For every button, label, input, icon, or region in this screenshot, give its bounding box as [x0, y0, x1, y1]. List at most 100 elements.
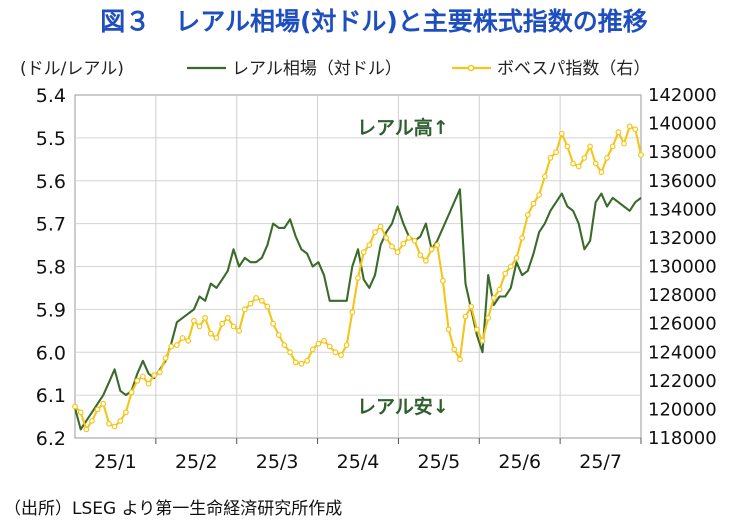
bovespa-point	[253, 295, 260, 301]
bovespa-point	[440, 277, 446, 284]
right-tick-label: 120000	[648, 399, 717, 420]
bovespa-point	[315, 340, 322, 347]
bovespa-point	[241, 306, 248, 313]
bovespa-point	[94, 406, 101, 413]
bovespa-point	[224, 315, 231, 321]
left-tick-label: 6.1	[36, 385, 66, 407]
bovespa-point	[564, 143, 571, 150]
annotation-real-weak: レアル安↓	[357, 395, 449, 418]
left-axis-unit: (ドル/レアル)	[20, 59, 124, 79]
left-tick-label: 5.4	[36, 85, 66, 107]
bovespa-point	[372, 229, 378, 236]
bovespa-point	[400, 240, 407, 247]
bovespa-point	[258, 297, 265, 304]
month-gridlines	[155, 95, 561, 438]
right-tick-label: 118000	[648, 428, 717, 449]
bovespa-point	[270, 320, 277, 327]
bovespa-point	[541, 173, 548, 180]
right-tick-label: 126000	[648, 314, 717, 335]
bovespa-point	[638, 152, 644, 158]
bovespa-point	[423, 257, 429, 264]
x-tick-label: 25/3	[256, 451, 299, 473]
right-axis: 142000 140000 138000 136000 134000 132000 1300…	[648, 85, 717, 449]
bovespa-point	[434, 242, 441, 249]
bovespa-point	[128, 389, 135, 396]
bovespa-point	[575, 163, 582, 170]
bovespa-point	[179, 335, 186, 341]
bovespa-point	[185, 337, 192, 344]
right-tick-label: 134000	[648, 199, 717, 220]
bovespa-point	[156, 369, 163, 376]
bovespa-point	[202, 315, 209, 321]
bovespa-point	[621, 140, 627, 147]
bovespa-point	[502, 270, 509, 277]
series-bovespa-line	[72, 123, 644, 433]
x-tick-label: 25/7	[579, 451, 622, 473]
legend: レアル相場（対ドル） ボベスパ指数（右）	[187, 59, 650, 79]
bovespa-point	[417, 252, 424, 259]
right-tick-label: 132000	[648, 228, 717, 249]
bovespa-point	[326, 343, 333, 350]
bovespa-point	[553, 149, 559, 156]
left-axis: 5.4 5.5 5.6 5.7 5.8 5.9 6.0 6.1 6.2	[36, 85, 66, 450]
bovespa-point	[507, 263, 514, 270]
left-tick-label: 5.6	[36, 171, 66, 193]
bovespa-point	[496, 286, 503, 293]
legend-label-bovespa: ボベスパ指数（右）	[497, 59, 650, 79]
bovespa-point	[190, 317, 197, 324]
x-tick-label: 25/4	[337, 451, 380, 473]
bovespa-point	[309, 346, 316, 353]
bovespa-point	[77, 409, 84, 416]
bovespa-point	[162, 355, 169, 361]
right-tick-label: 140000	[648, 114, 717, 135]
bovespa-point	[122, 409, 129, 416]
bovespa-point	[485, 315, 492, 321]
bovespa-point	[632, 126, 639, 133]
bovespa-point	[366, 242, 373, 249]
bovespa-point	[490, 295, 497, 301]
bovespa-point	[530, 200, 537, 207]
bovespa-point	[151, 372, 158, 379]
bovespa-point	[428, 246, 435, 253]
x-tick-label: 25/6	[498, 451, 541, 473]
bovespa-point	[377, 223, 384, 230]
bovespa-point	[236, 327, 243, 334]
bovespa-point	[468, 303, 475, 310]
right-tick-label: 142000	[648, 85, 717, 106]
bovespa-point	[207, 330, 214, 337]
x-tick-label: 25/2	[175, 451, 218, 473]
bovespa-point	[106, 420, 112, 427]
bovespa-point	[275, 332, 282, 339]
right-tick-label: 124000	[648, 342, 717, 363]
bovespa-point	[519, 234, 525, 241]
right-tick-label: 138000	[648, 142, 717, 163]
right-tick-label: 122000	[648, 371, 717, 392]
bovespa-point	[213, 335, 220, 341]
bovespa-point	[230, 323, 237, 330]
bovespa-point	[457, 356, 463, 363]
bovespa-point	[83, 426, 90, 433]
bovespa-point	[298, 360, 305, 367]
bovespa-point	[196, 323, 203, 330]
x-tick-label: 25/5	[418, 451, 461, 473]
bovespa-point	[219, 320, 226, 327]
bovespa-point	[355, 275, 361, 281]
bovespa-point	[570, 160, 576, 167]
bovespa-point	[479, 337, 486, 344]
bovespa-point	[389, 243, 395, 250]
chart-title: 図３ レアル相場(対ドル)と主要株式指数の推移	[100, 7, 648, 36]
bovespa-point	[615, 129, 622, 136]
bovespa-point	[287, 349, 294, 356]
bovespa-point	[394, 249, 401, 256]
bovespa-point	[592, 160, 599, 167]
bovespa-point	[281, 342, 288, 349]
bovespa-point	[332, 349, 339, 356]
bovespa-point	[406, 234, 412, 241]
bovespa-point	[343, 342, 350, 349]
bovespa-point	[524, 212, 531, 218]
right-tick-label: 130000	[648, 257, 717, 278]
x-tick-label: 25/1	[94, 451, 137, 473]
left-tick-label: 5.9	[36, 299, 66, 321]
bovespa-point	[581, 154, 588, 161]
bovespa-point	[168, 343, 175, 350]
